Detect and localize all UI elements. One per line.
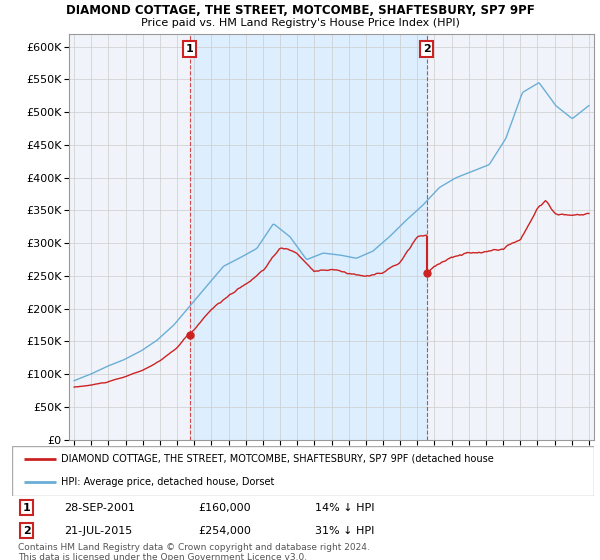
Text: 1: 1 (23, 503, 31, 512)
Text: 31% ↓ HPI: 31% ↓ HPI (314, 526, 374, 535)
FancyBboxPatch shape (12, 446, 594, 496)
Text: 28-SEP-2001: 28-SEP-2001 (64, 503, 136, 512)
Text: 1: 1 (186, 44, 194, 54)
Text: 2: 2 (23, 526, 31, 535)
Text: Price paid vs. HM Land Registry's House Price Index (HPI): Price paid vs. HM Land Registry's House … (140, 18, 460, 28)
Bar (190, 34, 427, 440)
Text: £160,000: £160,000 (198, 503, 251, 512)
Text: Contains HM Land Registry data © Crown copyright and database right 2024.
This d: Contains HM Land Registry data © Crown c… (18, 543, 370, 560)
Text: 21-JUL-2015: 21-JUL-2015 (64, 526, 133, 535)
Text: 2: 2 (423, 44, 431, 54)
Text: DIAMOND COTTAGE, THE STREET, MOTCOMBE, SHAFTESBURY, SP7 9PF: DIAMOND COTTAGE, THE STREET, MOTCOMBE, S… (65, 4, 535, 17)
Text: £254,000: £254,000 (198, 526, 251, 535)
Text: HPI: Average price, detached house, Dorset: HPI: Average price, detached house, Dors… (61, 477, 275, 487)
Text: 14% ↓ HPI: 14% ↓ HPI (314, 503, 374, 512)
Text: DIAMOND COTTAGE, THE STREET, MOTCOMBE, SHAFTESBURY, SP7 9PF (detached house: DIAMOND COTTAGE, THE STREET, MOTCOMBE, S… (61, 454, 494, 464)
